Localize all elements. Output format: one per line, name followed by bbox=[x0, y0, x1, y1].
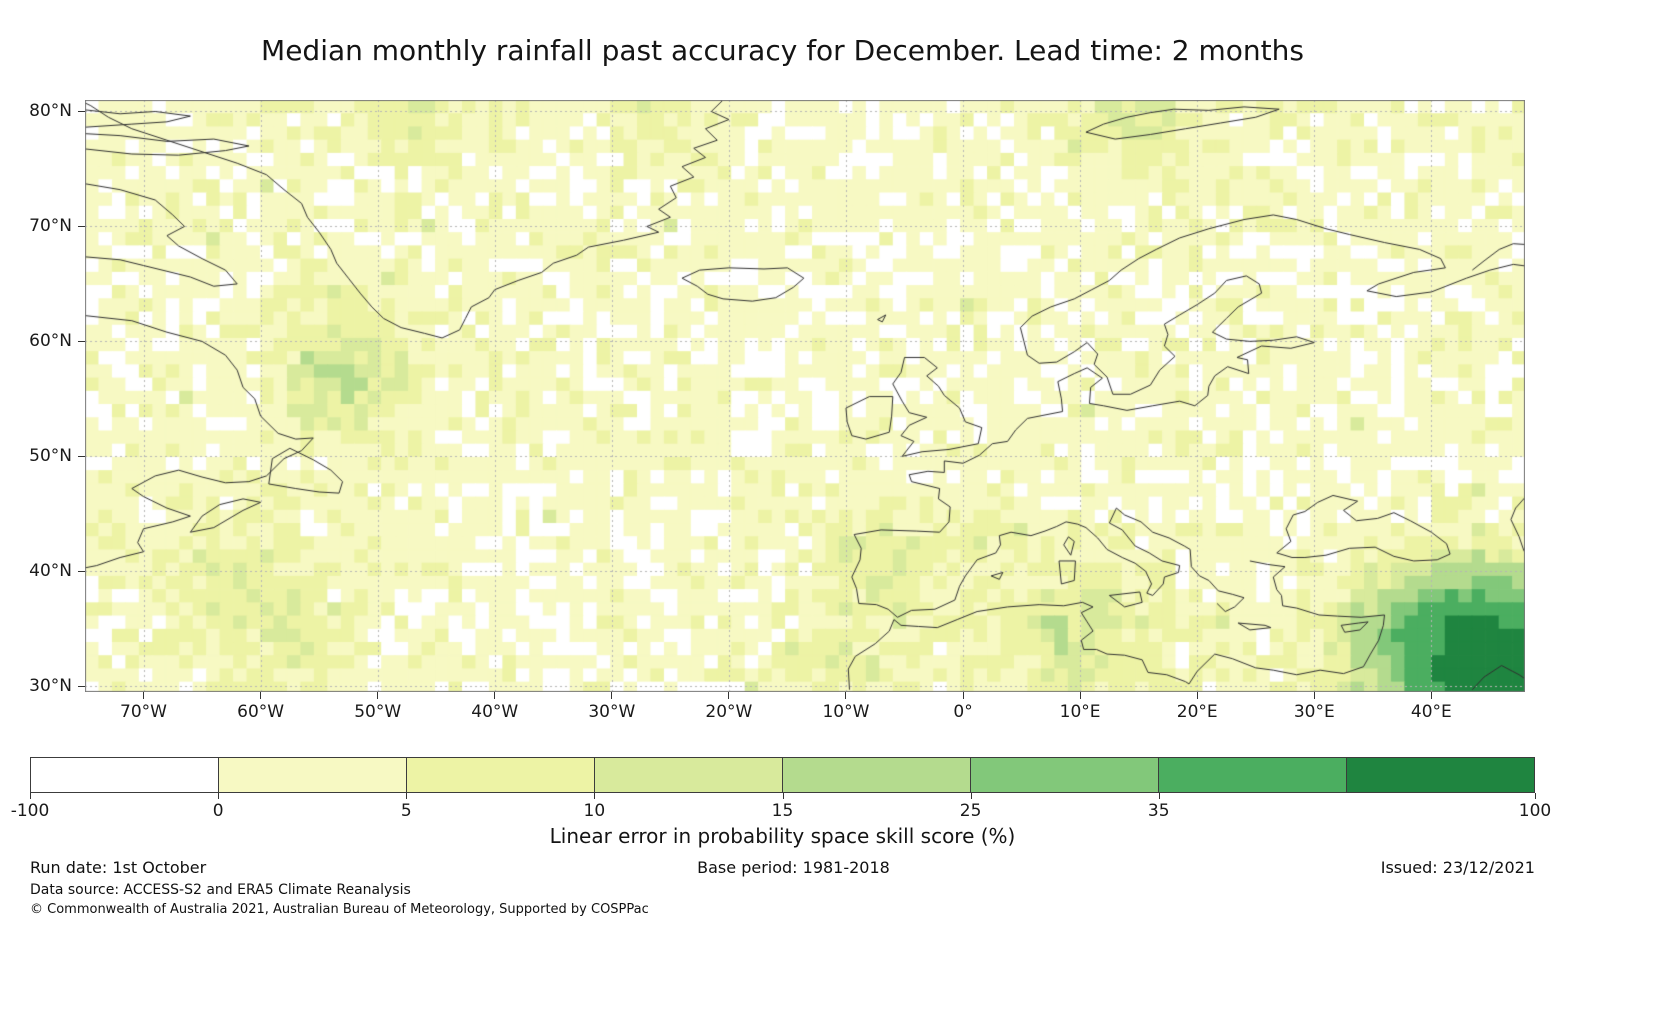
colorbar-segment bbox=[31, 758, 219, 792]
colorbar-tick-label: 25 bbox=[959, 801, 982, 821]
lon-tickmark bbox=[962, 692, 964, 699]
lon-tick-label: 20°W bbox=[705, 702, 753, 722]
map-canvas bbox=[85, 100, 1525, 692]
lat-tickmark bbox=[78, 455, 85, 457]
base-period: Base period: 1981-2018 bbox=[697, 858, 890, 877]
lat-tickmark bbox=[78, 340, 85, 342]
colorbar-tick-label: -100 bbox=[10, 801, 50, 821]
lat-tick-label: 80°N bbox=[29, 101, 72, 122]
lon-tick-label: 10°E bbox=[1059, 702, 1101, 722]
footer: Run date: 1st October Base period: 1981-… bbox=[30, 858, 1535, 917]
lon-tick-label: 10°W bbox=[822, 702, 870, 722]
colorbar-tick-label: 10 bbox=[583, 801, 606, 821]
colorbar-tick-label: 5 bbox=[400, 801, 412, 821]
lon-tickmark bbox=[494, 692, 496, 699]
colorbar-tickmark bbox=[1535, 793, 1536, 799]
colorbar bbox=[30, 757, 1535, 793]
colorbar-label: Linear error in probability space skill … bbox=[549, 824, 1016, 848]
colorbar-tickmark bbox=[1158, 793, 1160, 799]
colorbar-tickmark bbox=[30, 793, 31, 799]
colorbar-segment bbox=[595, 758, 783, 792]
colorbar-ticks: -100 0 5 10 15 25 35 100 bbox=[11, 793, 1551, 827]
colorbar-tick-label: 15 bbox=[771, 801, 794, 821]
copyright: © Commonwealth of Australia 2021, Austra… bbox=[30, 902, 649, 917]
colorbar-tick-label: 35 bbox=[1147, 801, 1170, 821]
lon-tick-label: 40°E bbox=[1410, 702, 1452, 722]
colorbar-segment bbox=[783, 758, 971, 792]
colorbar-tick-label: 100 bbox=[1518, 801, 1552, 821]
colorbar-tickmark bbox=[594, 793, 596, 799]
lat-tickmark bbox=[78, 225, 85, 227]
colorbar-segment bbox=[1347, 758, 1534, 792]
lon-tickmark bbox=[1196, 692, 1198, 699]
lon-tick-label: 30°W bbox=[588, 702, 636, 722]
lat-tick-label: 30°N bbox=[29, 676, 72, 697]
lat-tickmark bbox=[78, 685, 85, 687]
lat-tick-label: 70°N bbox=[29, 216, 72, 237]
lon-tick-label: 60°W bbox=[237, 702, 285, 722]
lon-tickmark bbox=[1079, 692, 1081, 699]
lon-tick-label: 30°E bbox=[1293, 702, 1335, 722]
colorbar-tickmark bbox=[406, 793, 408, 799]
lon-tick-label: 70°W bbox=[120, 702, 168, 722]
colorbar-segment bbox=[1159, 758, 1347, 792]
lon-tick-label: 0° bbox=[953, 702, 973, 722]
colorbar-segment bbox=[971, 758, 1159, 792]
lat-tickmark bbox=[78, 110, 85, 112]
colorbar-tick-label: 0 bbox=[212, 801, 224, 821]
colorbar-segment bbox=[219, 758, 407, 792]
lat-tick-label: 40°N bbox=[29, 561, 72, 582]
lon-tickmark bbox=[260, 692, 262, 699]
lat-tick-label: 50°N bbox=[29, 446, 72, 467]
run-date: Run date: 1st October bbox=[30, 858, 207, 877]
lon-tickmark bbox=[1313, 692, 1315, 699]
colorbar-segment bbox=[407, 758, 595, 792]
lon-tickmark bbox=[377, 692, 379, 699]
colorbar-tickmark bbox=[970, 793, 972, 799]
lon-tick-label: 50°W bbox=[354, 702, 402, 722]
lon-tickmark bbox=[1430, 692, 1432, 699]
lon-tickmark bbox=[845, 692, 847, 699]
lon-tickmark bbox=[728, 692, 730, 699]
lat-tickmark bbox=[78, 570, 85, 572]
footer-row: Run date: 1st October Base period: 1981-… bbox=[30, 858, 1535, 877]
lon-tickmark bbox=[611, 692, 613, 699]
colorbar-tickmark bbox=[218, 793, 220, 799]
data-source: Data source: ACCESS-S2 and ERA5 Climate … bbox=[30, 882, 411, 898]
colorbar-tickmark bbox=[782, 793, 784, 799]
lat-tick-label: 60°N bbox=[29, 331, 72, 352]
lon-tickmark bbox=[143, 692, 145, 699]
lon-tick-label: 40°W bbox=[471, 702, 519, 722]
page-title: Median monthly rainfall past accuracy fo… bbox=[261, 34, 1304, 67]
issued-date: Issued: 23/12/2021 bbox=[1380, 858, 1535, 877]
lon-tick-label: 20°E bbox=[1176, 702, 1218, 722]
